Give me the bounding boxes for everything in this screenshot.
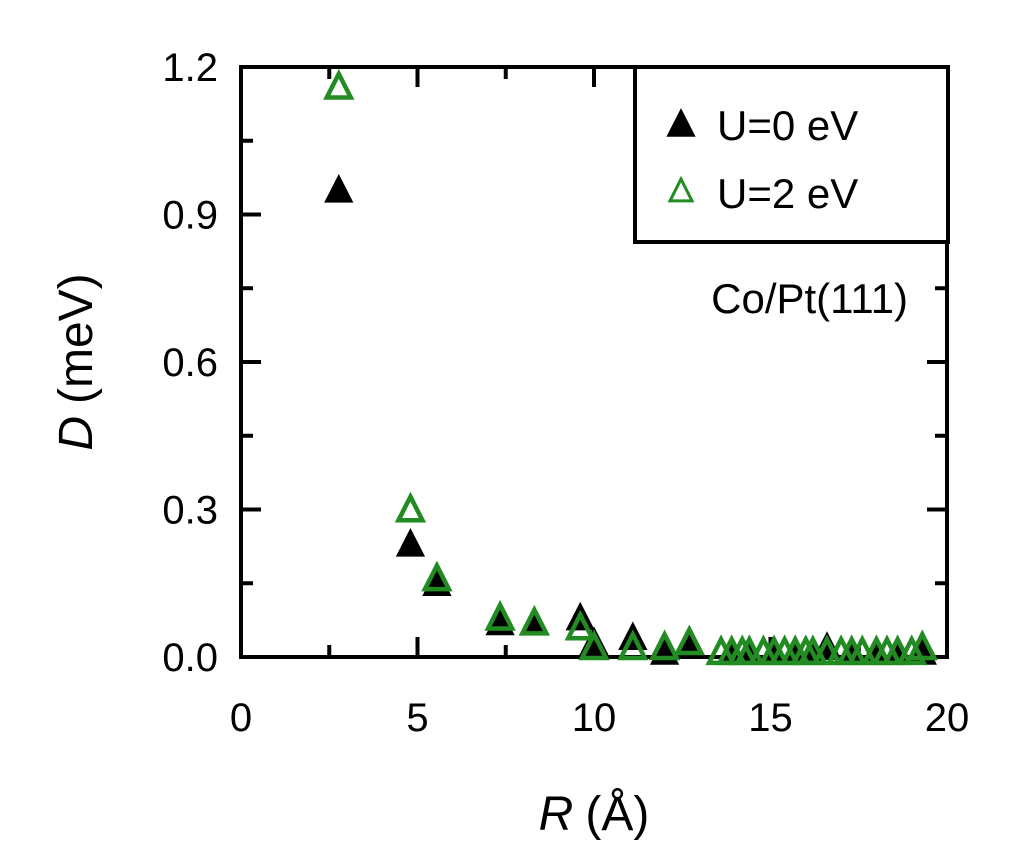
- data-point-u2: [518, 604, 551, 636]
- data-point-u2: [564, 609, 596, 641]
- data-point-u2: [394, 491, 427, 523]
- data-point-u2: [578, 629, 610, 661]
- x-axis-title: R (Å): [539, 788, 650, 841]
- data-point-u0: [324, 174, 354, 203]
- y-tick-label: 0.9: [162, 194, 218, 238]
- x-tick-label: 10: [572, 696, 617, 740]
- series-u2-points: [323, 68, 938, 666]
- y-tick-labels: 0.0 0.3 0.6 0.9 1.2: [162, 46, 218, 680]
- data-point-u2: [906, 629, 938, 661]
- data-point-u2: [323, 68, 355, 100]
- series-u0-points: [324, 174, 937, 665]
- data-point-u2: [484, 599, 516, 631]
- legend-label-u2: U=2 eV: [717, 170, 858, 217]
- data-point-u0: [395, 528, 426, 557]
- legend-marker-u0: [666, 108, 696, 137]
- x-axis-unit: (Å): [585, 788, 649, 841]
- y-axis-title: D (meV): [50, 273, 103, 450]
- data-point-u2: [673, 624, 705, 656]
- x-tick-label: 20: [925, 696, 970, 740]
- data-point-u2: [421, 560, 453, 592]
- y-axis-symbol: D: [50, 416, 103, 451]
- y-tick-label: 0.3: [162, 489, 218, 533]
- data-point-u2: [896, 634, 928, 666]
- y-tick-label: 0.0: [162, 636, 218, 680]
- x-tick-labels: 0 5 10 15 20: [230, 696, 969, 740]
- y-tick-label: 1.2: [162, 46, 218, 90]
- data-point-u2: [617, 629, 649, 661]
- x-axis-symbol: R: [539, 788, 574, 841]
- legend-marker-u2: [667, 175, 695, 203]
- y-tick-label: 0.6: [162, 341, 218, 385]
- x-tick-label: 15: [748, 696, 793, 740]
- legend-box: [633, 65, 950, 244]
- legend: U=0 eV U=2 eV: [633, 65, 950, 244]
- system-annotation: Co/Pt(111): [711, 275, 908, 322]
- x-tick-label: 0: [230, 696, 252, 740]
- y-axis-unit: (meV): [50, 273, 103, 404]
- x-tick-label: 5: [406, 696, 428, 740]
- data-point-u2: [648, 629, 681, 661]
- legend-label-u0: U=0 eV: [717, 102, 858, 149]
